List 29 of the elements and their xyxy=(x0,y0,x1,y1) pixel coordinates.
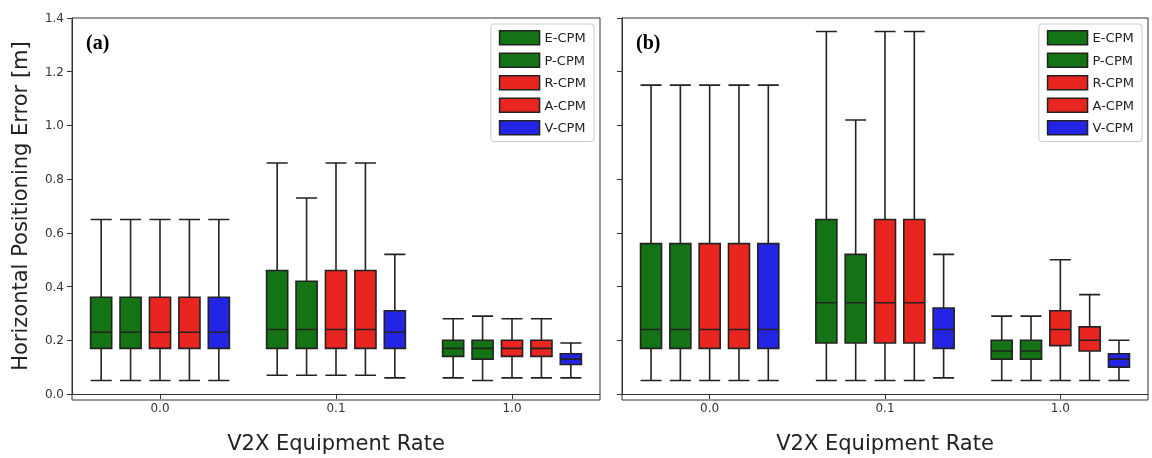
legend-label: A-CPM xyxy=(544,97,587,113)
annotation: (b) xyxy=(636,31,661,54)
annotation: (a) xyxy=(86,31,110,54)
legend-label: A-CPM xyxy=(1092,97,1135,113)
x-tick-label: 1.0 xyxy=(502,401,522,415)
x-tick-label: 1.0 xyxy=(1050,401,1070,415)
y-tick-label: 0.8 xyxy=(44,172,64,187)
x-axis-title: V2X Equipment Rate xyxy=(776,430,994,455)
legend-label: R-CPM xyxy=(1092,75,1134,91)
x-tick-label: 0.0 xyxy=(150,401,170,415)
y-tick-label: 0.0 xyxy=(44,387,64,401)
x-tick-label: 0.1 xyxy=(326,401,346,415)
legend-label: E-CPM xyxy=(1092,30,1134,46)
legend-label: P-CPM xyxy=(544,52,585,68)
legend-label: P-CPM xyxy=(1092,52,1133,68)
legend-label: V-CPM xyxy=(544,120,586,136)
x-axis-title: V2X Equipment Rate xyxy=(227,430,445,455)
y-tick-label: 0.2 xyxy=(44,333,64,348)
y-axis-title: Horizontal Positioning Error [m] xyxy=(7,41,32,371)
x-tick-label: 0.1 xyxy=(875,401,895,415)
y-tick-label: 0.6 xyxy=(44,225,64,240)
legend-label: R-CPM xyxy=(544,75,586,91)
legend-label: E-CPM xyxy=(544,30,586,46)
y-tick-label: 1.2 xyxy=(44,64,64,79)
x-tick-label: 0.0 xyxy=(700,401,720,415)
legend-label: V-CPM xyxy=(1092,120,1134,136)
y-tick-label: 0.4 xyxy=(44,279,64,294)
y-tick-label: 1.4 xyxy=(44,11,64,25)
y-tick-label: 1.0 xyxy=(44,118,64,133)
